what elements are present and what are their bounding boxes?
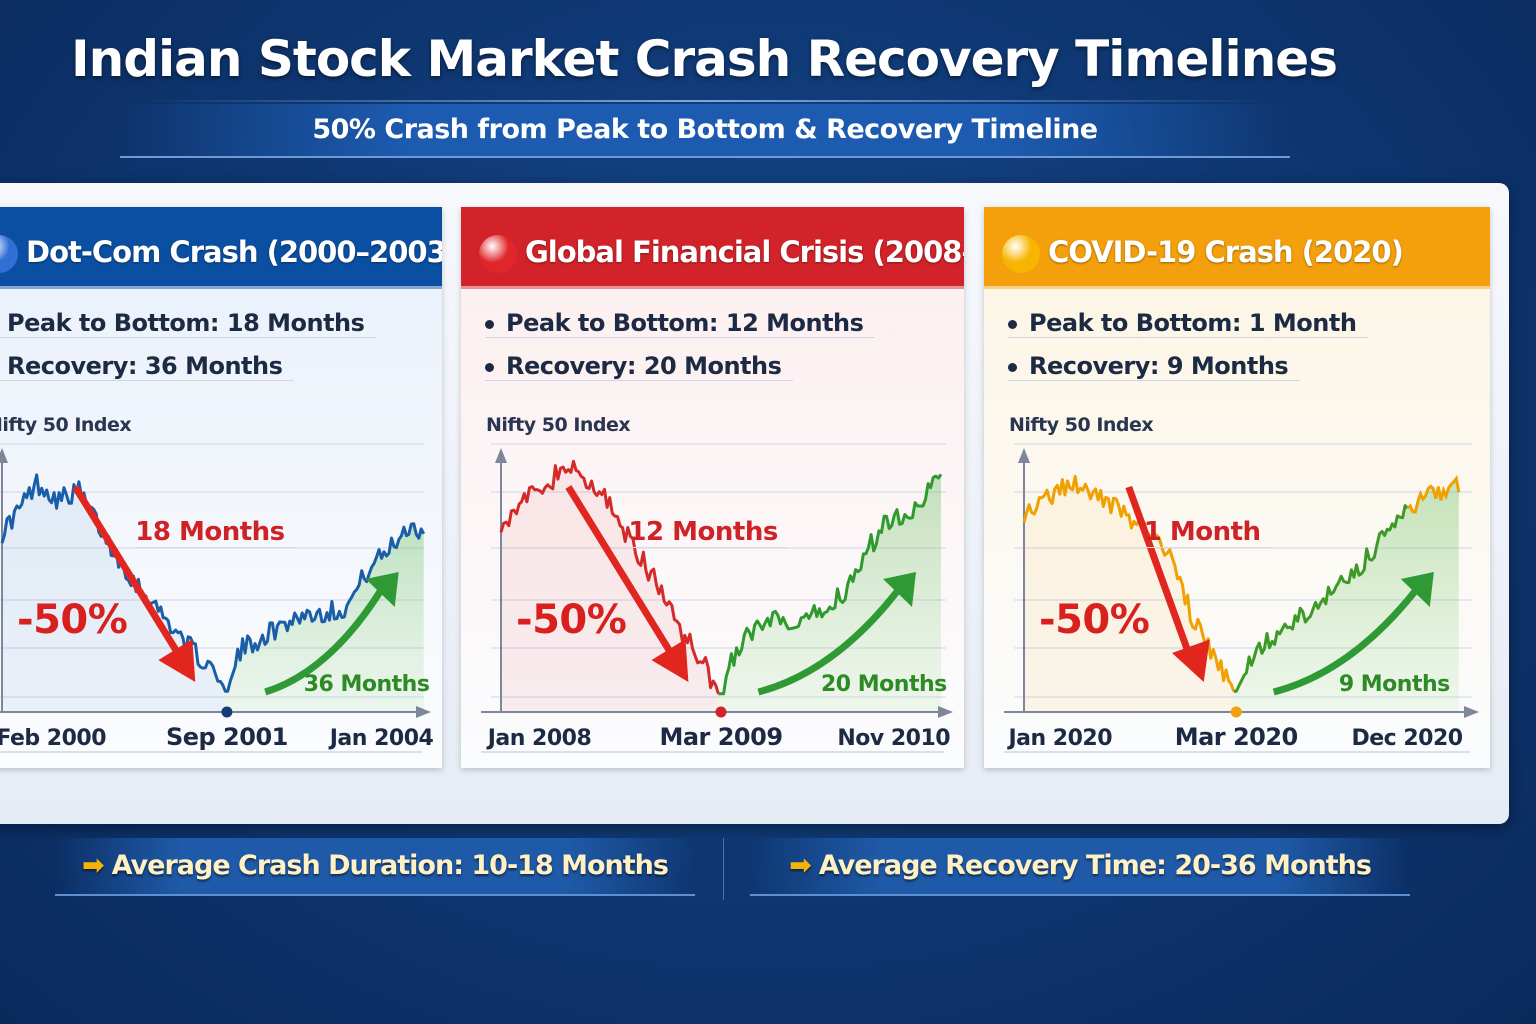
bottom-marker xyxy=(221,706,233,718)
recovery-arrow xyxy=(264,587,385,696)
bottom-marker xyxy=(1230,706,1242,718)
y-axis-label: Nifty 50 Index xyxy=(486,414,631,436)
drop-percent-label: -50% xyxy=(17,597,128,643)
x-tick-label: Jan 2004 xyxy=(328,726,434,751)
x-axis-arrow-icon xyxy=(1464,706,1479,718)
panel-dot-com: Dot-Com Crash (2000–2003) Peak to Bottom… xyxy=(0,207,442,768)
crash-arrow xyxy=(565,485,680,664)
drop-percent-label: -50% xyxy=(516,597,627,643)
page-title: Indian Stock Market Crash Recovery Timel… xyxy=(71,30,1338,88)
crash-arrow xyxy=(72,485,187,664)
stat-recovery: Recovery: 20 Months xyxy=(485,352,794,381)
line-chart: Jan 2008 Mar 2009 Nov 2010 xyxy=(481,443,953,753)
stat-text: Peak to Bottom: 18 Months xyxy=(7,309,365,337)
avg-crash-banner: ➡ Average Crash Duration: 10-18 Months xyxy=(55,838,695,896)
series-line-decline xyxy=(1022,474,1236,692)
bullet-icon xyxy=(485,319,494,329)
recovery-duration-label: 20 Months xyxy=(821,672,947,697)
crash-arrowhead-icon xyxy=(1172,639,1210,682)
page-subtitle: 50% Crash from Peak to Bottom & Recovery… xyxy=(312,114,1098,145)
subtitle-band: 50% Crash from Peak to Bottom & Recovery… xyxy=(120,104,1290,158)
y-axis-arrow-icon xyxy=(0,448,8,463)
stat-text: Peak to Bottom: 12 Months xyxy=(506,309,864,337)
y-axis-label: Nifty 50 Index xyxy=(1009,414,1154,436)
y-axis-arrow-icon xyxy=(1018,448,1030,463)
x-tick-label: Jan 2020 xyxy=(1006,726,1112,751)
x-axis-arrow-icon xyxy=(938,706,953,718)
panel-title: Global Financial Crisis (2008–2009) xyxy=(525,235,964,269)
bottom-marker xyxy=(715,706,727,718)
line-chart: Feb 2000 Sep 2001 Jan 2004 xyxy=(0,443,434,753)
y-axis-arrow-icon xyxy=(495,448,507,463)
title-divider xyxy=(140,100,1270,102)
x-tick-label: Sep 2001 xyxy=(166,723,288,751)
y-axis-label: Nifty 50 Index xyxy=(0,414,132,436)
decline-area xyxy=(2,474,226,712)
series-line-decline xyxy=(499,459,720,695)
circle-icon xyxy=(1002,235,1040,273)
panel-covid: COVID-19 Crash (2020) Peak to Bottom: 1 … xyxy=(984,207,1490,768)
series-line-recovery xyxy=(718,473,943,696)
avg-crash-text: Average Crash Duration: 10-18 Months xyxy=(111,850,669,881)
bullet-icon xyxy=(485,362,494,372)
recovery-duration-label: 36 Months xyxy=(303,672,430,697)
crash-arrow xyxy=(1125,485,1196,664)
stat-peak-to-bottom: Peak to Bottom: 12 Months xyxy=(485,309,876,338)
crash-arrowhead-icon xyxy=(158,639,196,682)
stat-text: Recovery: 20 Months xyxy=(506,352,782,380)
recovery-arrow xyxy=(1272,586,1420,696)
series-line xyxy=(0,473,426,693)
panel-header: Dot-Com Crash (2000–2003) xyxy=(0,207,442,289)
recovery-area xyxy=(1233,478,1459,712)
crash-duration-label: 12 Months xyxy=(628,517,788,548)
series-line-tail xyxy=(1406,474,1461,514)
recovery-area xyxy=(225,523,424,712)
decline-area xyxy=(501,461,719,712)
recovery-arrowhead-icon xyxy=(365,572,399,607)
avg-recovery-banner: ➡ Average Recovery Time: 20-36 Months xyxy=(750,838,1410,896)
stat-recovery: Recovery: 36 Months xyxy=(0,352,295,381)
x-tick-label: Dec 2020 xyxy=(1351,726,1462,751)
x-tick-label: Mar 2020 xyxy=(1175,723,1298,751)
bullet-icon xyxy=(1008,362,1017,372)
panel-title: COVID-19 Crash (2020) xyxy=(1048,235,1404,269)
stat-peak-to-bottom: Peak to Bottom: 18 Months xyxy=(0,309,377,338)
recovery-arrow xyxy=(757,586,902,696)
circle-icon xyxy=(479,235,517,273)
panel-header: COVID-19 Crash (2020) xyxy=(984,207,1490,289)
panel-header: Global Financial Crisis (2008–2009) xyxy=(461,207,964,289)
line-chart: Jan 2020 Mar 2020 Dec 2020 xyxy=(1004,443,1479,753)
recovery-arrowhead-icon xyxy=(1400,572,1434,607)
recovery-arrowhead-icon xyxy=(883,572,916,607)
crash-duration-label: 18 Months xyxy=(135,517,295,548)
x-tick-label: Jan 2008 xyxy=(486,726,592,751)
arrow-right-icon: ➡ xyxy=(82,850,105,881)
panel-title: Dot-Com Crash (2000–2003) xyxy=(26,235,442,269)
recovery-duration-label: 9 Months xyxy=(1338,672,1450,697)
x-tick-label: Nov 2010 xyxy=(837,726,950,751)
stat-peak-to-bottom: Peak to Bottom: 1 Month xyxy=(1008,309,1369,338)
x-axis-arrow-icon xyxy=(416,706,431,718)
circle-icon xyxy=(0,235,18,273)
series-line-recovery xyxy=(1233,504,1409,693)
crash-duration-label: 1 Month xyxy=(1143,517,1271,548)
stat-recovery: Recovery: 9 Months xyxy=(1008,352,1301,381)
stat-text: Peak to Bottom: 1 Month xyxy=(1029,309,1357,337)
recovery-area xyxy=(718,474,941,712)
panel-gfc: Global Financial Crisis (2008–2009) Peak… xyxy=(461,207,964,768)
avg-recovery-text: Average Recovery Time: 20-36 Months xyxy=(818,850,1372,881)
x-tick-label: Feb 2000 xyxy=(0,726,106,751)
x-tick-label: Mar 2009 xyxy=(659,723,782,751)
crash-arrowhead-icon xyxy=(651,639,689,682)
arrow-right-icon: ➡ xyxy=(789,850,812,881)
drop-percent-label: -50% xyxy=(1039,597,1150,643)
bullet-icon xyxy=(1008,319,1017,329)
stat-text: Recovery: 9 Months xyxy=(1029,352,1289,380)
footer-divider xyxy=(723,838,724,900)
stat-text: Recovery: 36 Months xyxy=(7,352,283,380)
